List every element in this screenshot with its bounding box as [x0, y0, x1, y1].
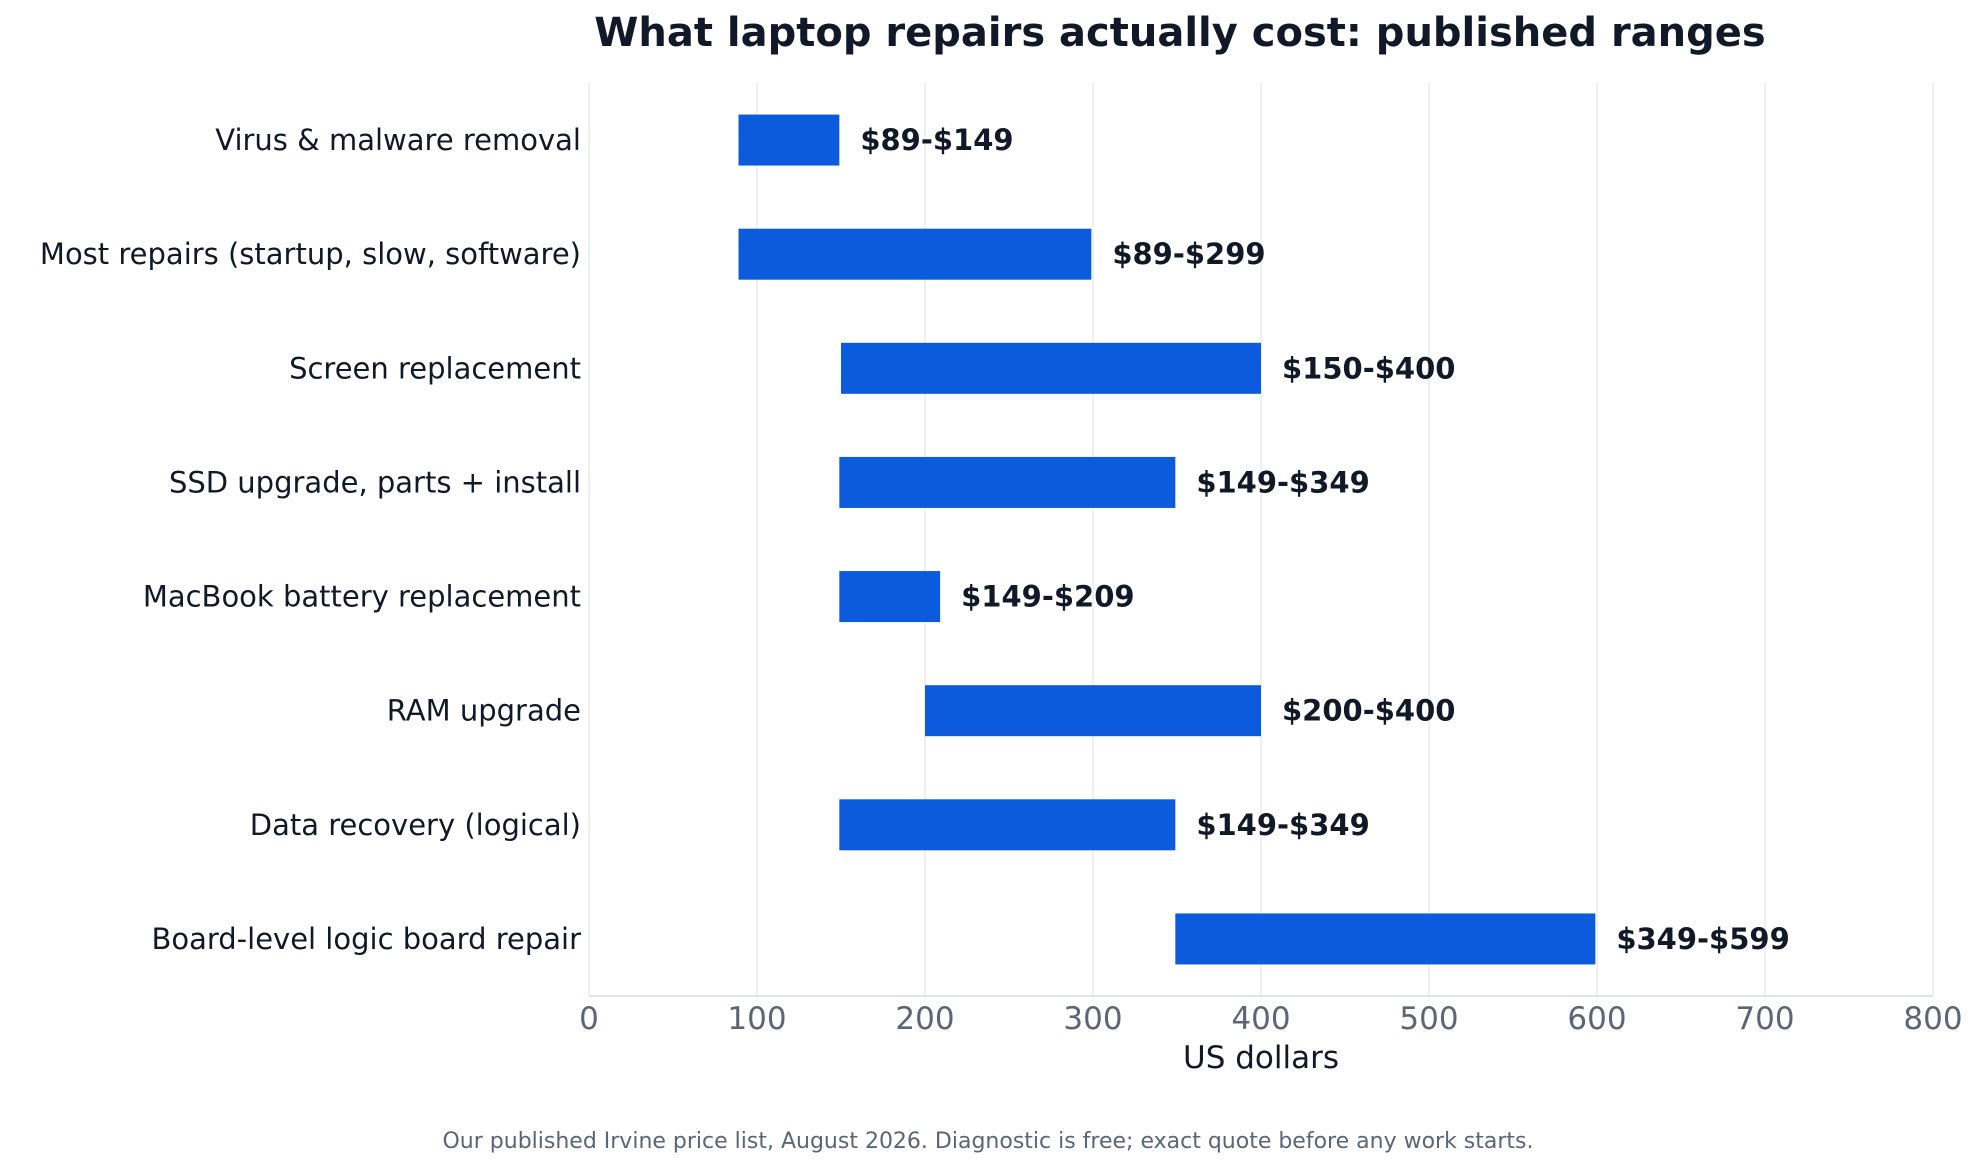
category-label: MacBook battery replacement — [143, 580, 581, 614]
x-tick-label: 300 — [1063, 1001, 1122, 1037]
range-bar — [738, 114, 840, 166]
x-tick-label: 100 — [727, 1001, 786, 1037]
category-label: Board-level logic board repair — [151, 922, 581, 956]
bars — [738, 114, 1596, 965]
category-label: RAM upgrade — [387, 694, 581, 728]
range-bar — [841, 342, 1261, 394]
category-label: Most repairs (startup, slow, software) — [40, 237, 581, 271]
data-label: $89-$299 — [1112, 237, 1265, 271]
x-tick-label: 600 — [1567, 1001, 1626, 1037]
category-label: Data recovery (logical) — [250, 808, 581, 842]
data-label: $200-$400 — [1282, 694, 1455, 728]
data-label: $150-$400 — [1282, 351, 1455, 385]
footnote: Our published Irvine price list, August … — [442, 1129, 1533, 1154]
category-label: Screen replacement — [289, 351, 581, 385]
range-bar — [925, 685, 1261, 737]
category-label: SSD upgrade, parts + install — [169, 465, 581, 499]
range-bar — [839, 799, 1176, 851]
data-label: $89-$149 — [860, 123, 1013, 157]
labels: Virus & malware removal $89-$149 Most repa… — [40, 123, 1790, 956]
x-axis-title: US dollars — [1183, 1040, 1339, 1076]
data-label: $349-$599 — [1616, 922, 1789, 956]
x-tick-label: 400 — [1231, 1001, 1290, 1037]
grid-lines — [588, 83, 1934, 996]
x-tick-label: 800 — [1903, 1001, 1962, 1037]
data-label: $149-$349 — [1196, 465, 1369, 499]
data-label: $149-$349 — [1196, 808, 1369, 842]
x-axis: 0 100 200 300 400 500 600 700 800 — [579, 995, 1963, 1037]
x-tick-label: 0 — [579, 1001, 599, 1037]
range-bar — [738, 228, 1092, 280]
x-tick-label: 700 — [1735, 1001, 1794, 1037]
x-tick-label: 500 — [1399, 1001, 1458, 1037]
range-bar — [1175, 913, 1596, 965]
data-label: $149-$209 — [961, 580, 1134, 614]
chart-title: What laptop repairs actually cost: publi… — [594, 10, 1765, 56]
category-label: Virus & malware removal — [215, 123, 581, 157]
range-bar — [839, 571, 941, 623]
range-bar — [839, 456, 1176, 508]
x-tick-label: 200 — [895, 1001, 954, 1037]
